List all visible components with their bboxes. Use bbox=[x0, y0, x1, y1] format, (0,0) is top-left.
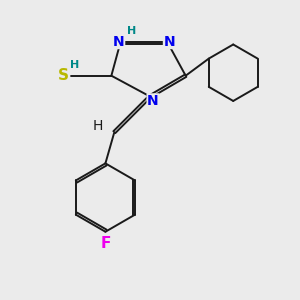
Text: H: H bbox=[70, 60, 80, 70]
Text: N: N bbox=[164, 34, 175, 49]
Text: H: H bbox=[127, 26, 136, 35]
Text: N: N bbox=[147, 94, 159, 108]
Text: F: F bbox=[100, 236, 111, 250]
Text: N: N bbox=[113, 34, 124, 49]
Text: H: H bbox=[93, 119, 103, 133]
Text: S: S bbox=[58, 68, 69, 83]
